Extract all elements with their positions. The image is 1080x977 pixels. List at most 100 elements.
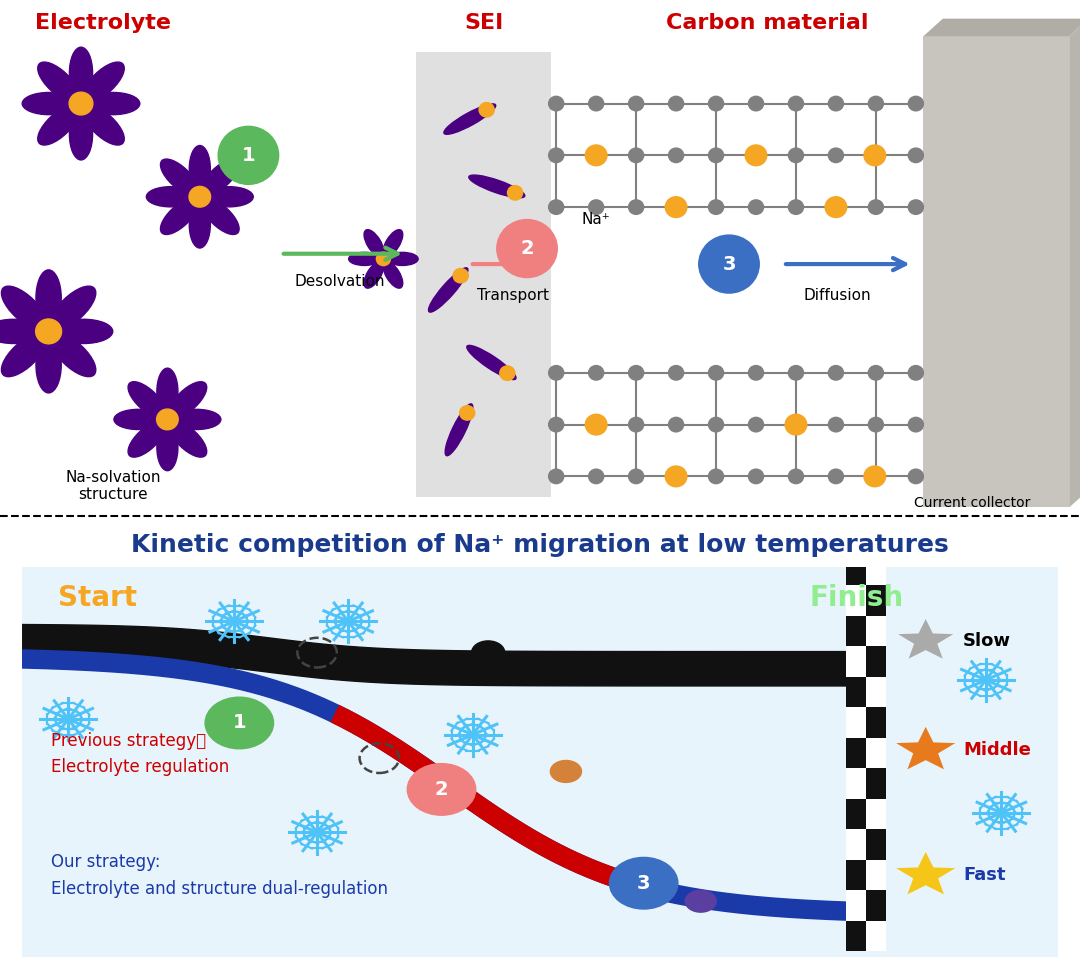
Circle shape <box>589 97 604 110</box>
FancyBboxPatch shape <box>416 52 551 497</box>
Circle shape <box>864 145 886 166</box>
Circle shape <box>788 149 804 162</box>
Bar <box>866 616 887 647</box>
Circle shape <box>908 365 923 380</box>
Text: Carbon material: Carbon material <box>665 13 868 33</box>
Circle shape <box>825 196 847 218</box>
Circle shape <box>828 149 843 162</box>
Circle shape <box>157 409 178 430</box>
Circle shape <box>828 365 843 380</box>
Bar <box>846 555 866 585</box>
Text: Previous strategy：
Electrolyte regulation: Previous strategy： Electrolyte regulatio… <box>51 732 229 777</box>
Ellipse shape <box>23 93 76 114</box>
Circle shape <box>500 366 515 380</box>
Circle shape <box>708 417 724 432</box>
Bar <box>866 920 887 952</box>
Circle shape <box>218 126 279 185</box>
Bar <box>846 829 866 860</box>
Bar <box>846 585 866 616</box>
Text: 2: 2 <box>434 780 448 799</box>
Circle shape <box>788 365 804 380</box>
Circle shape <box>828 97 843 110</box>
Bar <box>846 860 866 890</box>
Ellipse shape <box>467 345 516 380</box>
Circle shape <box>585 414 607 435</box>
FancyBboxPatch shape <box>923 36 1069 507</box>
Circle shape <box>748 417 764 432</box>
Text: Na⁺: Na⁺ <box>582 212 610 227</box>
Ellipse shape <box>445 404 473 455</box>
Ellipse shape <box>202 159 239 195</box>
Polygon shape <box>899 619 954 658</box>
Ellipse shape <box>161 159 198 195</box>
Circle shape <box>868 200 883 214</box>
Circle shape <box>788 200 804 214</box>
Circle shape <box>669 469 684 484</box>
Text: 1: 1 <box>232 713 246 733</box>
Bar <box>846 799 866 829</box>
Circle shape <box>589 149 604 162</box>
Bar <box>866 677 887 707</box>
Polygon shape <box>896 727 956 769</box>
Ellipse shape <box>204 187 253 207</box>
Ellipse shape <box>51 286 96 329</box>
Circle shape <box>828 417 843 432</box>
Text: Our strategy:
Electrolyte and structure dual-regulation: Our strategy: Electrolyte and structure … <box>51 853 388 898</box>
Text: Start: Start <box>58 584 137 612</box>
Circle shape <box>748 149 764 162</box>
Circle shape <box>585 145 607 166</box>
Circle shape <box>549 97 564 110</box>
Bar <box>846 920 866 952</box>
Circle shape <box>665 466 687 487</box>
Circle shape <box>699 235 759 293</box>
Ellipse shape <box>51 333 96 377</box>
Text: Kinetic competition of Na⁺ migration at low temperatures: Kinetic competition of Na⁺ migration at … <box>131 532 949 557</box>
Ellipse shape <box>157 424 178 471</box>
Bar <box>846 768 866 799</box>
Circle shape <box>748 469 764 484</box>
Ellipse shape <box>173 409 221 430</box>
Circle shape <box>549 365 564 380</box>
Circle shape <box>189 187 211 207</box>
Ellipse shape <box>129 382 165 417</box>
Circle shape <box>828 469 843 484</box>
Ellipse shape <box>429 268 468 313</box>
Circle shape <box>669 417 684 432</box>
Ellipse shape <box>364 261 383 288</box>
Circle shape <box>589 365 604 380</box>
Ellipse shape <box>161 198 198 234</box>
Text: Diffusion: Diffusion <box>804 287 870 303</box>
Bar <box>866 829 887 860</box>
Bar <box>866 647 887 677</box>
Bar <box>866 768 887 799</box>
Ellipse shape <box>129 421 165 457</box>
FancyBboxPatch shape <box>13 561 1067 963</box>
Circle shape <box>788 97 804 110</box>
Ellipse shape <box>383 230 403 257</box>
Text: Slow: Slow <box>963 632 1011 650</box>
Ellipse shape <box>472 641 504 664</box>
Circle shape <box>549 469 564 484</box>
Circle shape <box>708 97 724 110</box>
Circle shape <box>669 97 684 110</box>
Bar <box>846 616 866 647</box>
Ellipse shape <box>157 368 178 415</box>
Polygon shape <box>896 852 956 894</box>
Circle shape <box>908 149 923 162</box>
Text: Na-solvation
structure: Na-solvation structure <box>66 470 161 502</box>
Circle shape <box>748 97 764 110</box>
Circle shape <box>589 200 604 214</box>
Ellipse shape <box>114 409 163 430</box>
Circle shape <box>908 97 923 110</box>
Bar <box>846 647 866 677</box>
Ellipse shape <box>202 198 239 234</box>
Ellipse shape <box>1 286 46 329</box>
Circle shape <box>629 417 644 432</box>
Ellipse shape <box>54 319 112 344</box>
Circle shape <box>868 365 883 380</box>
Ellipse shape <box>170 421 206 457</box>
Bar <box>866 738 887 768</box>
Text: Fast: Fast <box>963 867 1005 884</box>
Circle shape <box>864 466 886 487</box>
Circle shape <box>69 92 93 115</box>
